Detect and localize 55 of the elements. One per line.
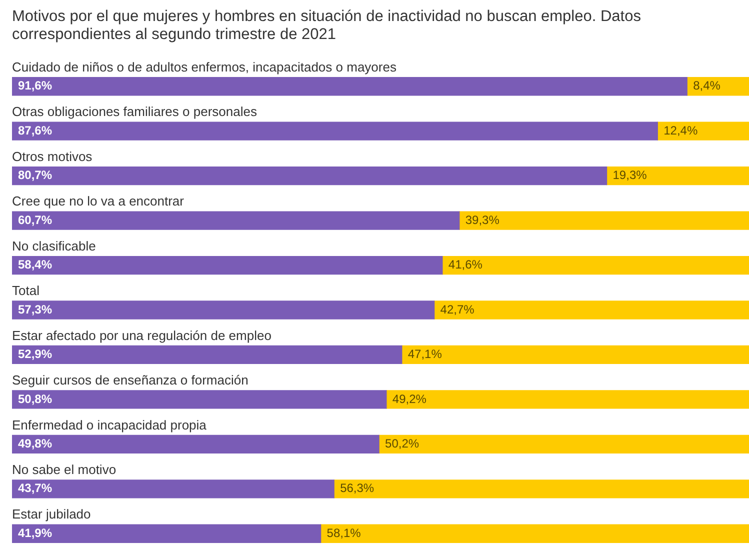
- bar: [320, 524, 749, 543]
- data-label: 58,4%: [18, 258, 52, 272]
- data-label: 8,4%: [693, 78, 721, 93]
- data-label: 87,6%: [18, 123, 52, 138]
- y-tick-label: Estar jubilado: [12, 506, 91, 522]
- data-label: 47,1%: [408, 347, 442, 362]
- data-label: 19,3%: [612, 168, 648, 182]
- data-label: 49,8%: [18, 436, 52, 450]
- y-tick-label: Otras obligaciones familiares o personales: [12, 104, 258, 120]
- y-tick-label: Enfermedad o incapacidad propia: [12, 417, 208, 432]
- data-label: 50,2%: [385, 436, 420, 450]
- bar: [12, 77, 688, 96]
- bar: [12, 524, 322, 543]
- y-tick-label: Cuidado de niños o de adultos enfermos, incapacitados o mayores: [12, 59, 397, 74]
- bar: [402, 345, 749, 364]
- bar: [334, 480, 749, 498]
- bar: [459, 211, 749, 230]
- data-label: 49,2%: [392, 392, 427, 406]
- bar: [12, 300, 435, 320]
- data-label: 58,1%: [326, 526, 362, 540]
- bar: [12, 256, 443, 275]
- data-label: 57,3%: [18, 302, 52, 316]
- y-tick-label: Seguir cursos de enseñanza o formación: [12, 372, 248, 388]
- data-label: 52,9%: [18, 347, 52, 362]
- bar: [12, 122, 658, 140]
- data-label: 80,7%: [18, 168, 52, 182]
- bar: [12, 390, 387, 409]
- bar: [657, 122, 749, 140]
- bar: [12, 166, 608, 186]
- bar: [12, 345, 402, 364]
- y-tick-label: Cree que no lo va a encontrar: [12, 194, 185, 209]
- y-tick-label: No sabe el motivo: [12, 462, 116, 477]
- bar: [378, 434, 749, 454]
- y-tick-label: Total: [12, 283, 40, 298]
- bar: [434, 300, 749, 320]
- bar: [442, 256, 749, 275]
- data-label: 41,9%: [18, 526, 52, 540]
- chart-title: Motivos por el que mujeres y hombres en situación de inactividad no buscan empleo. Datos correspondientes al segundo trimestre de 2021: [12, 8, 642, 44]
- bar: [12, 211, 460, 230]
- y-tick-label: Estar afectado por una regulación de empleo: [12, 328, 272, 343]
- data-label: 39,3%: [465, 212, 500, 227]
- data-label: 50,8%: [18, 392, 52, 406]
- data-label: 42,7%: [440, 302, 475, 316]
- y-tick-label: Otros motivos: [12, 148, 93, 164]
- data-label: 60,7%: [18, 212, 52, 227]
- bar: [606, 166, 749, 186]
- bar: [386, 390, 749, 409]
- data-label: 91,6%: [18, 78, 52, 93]
- bar: [12, 480, 334, 498]
- data-label: 43,7%: [18, 481, 52, 496]
- data-label: 12,4%: [664, 123, 698, 138]
- data-label: 56,3%: [340, 481, 374, 496]
- data-label: 41,6%: [448, 258, 483, 272]
- bar: [12, 434, 380, 454]
- y-tick-label: No clasificable: [12, 238, 96, 254]
